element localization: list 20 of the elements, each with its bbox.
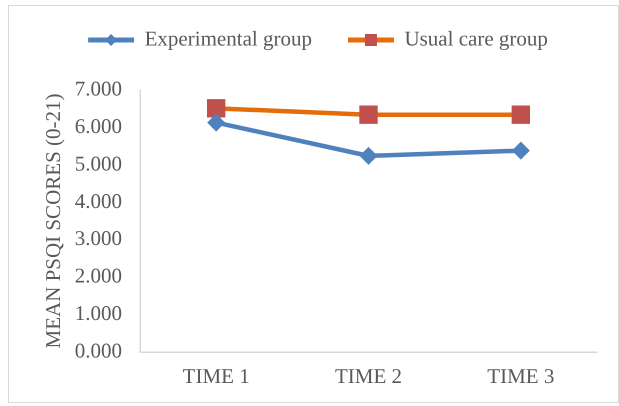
y-tick-label: 1.000 — [74, 301, 122, 326]
legend-label: Experimental group — [144, 26, 312, 51]
y-tick-label: 7.000 — [74, 76, 122, 101]
point — [359, 106, 378, 124]
y-tick-label: 3.000 — [74, 226, 122, 250]
point — [206, 99, 226, 118]
x-tick-label: TIME 1 — [182, 364, 250, 388]
point — [512, 106, 530, 124]
y-tick-label: 4.000 — [74, 188, 122, 213]
point — [512, 142, 530, 160]
legend-label: Usual care group — [404, 26, 548, 51]
y-tick-label: 2.000 — [74, 264, 122, 288]
y-axis-title: MEAN PSQI SCORES (0-21) — [41, 94, 66, 348]
y-tick-label: 0.000 — [74, 338, 122, 363]
y-tick-label: 5.000 — [74, 151, 122, 176]
y-tick-label: 6.000 — [74, 114, 122, 138]
x-tick-label: TIME 2 — [334, 364, 402, 388]
point — [207, 114, 226, 132]
x-tick-label: TIME 3 — [487, 364, 554, 388]
point — [360, 146, 378, 165]
